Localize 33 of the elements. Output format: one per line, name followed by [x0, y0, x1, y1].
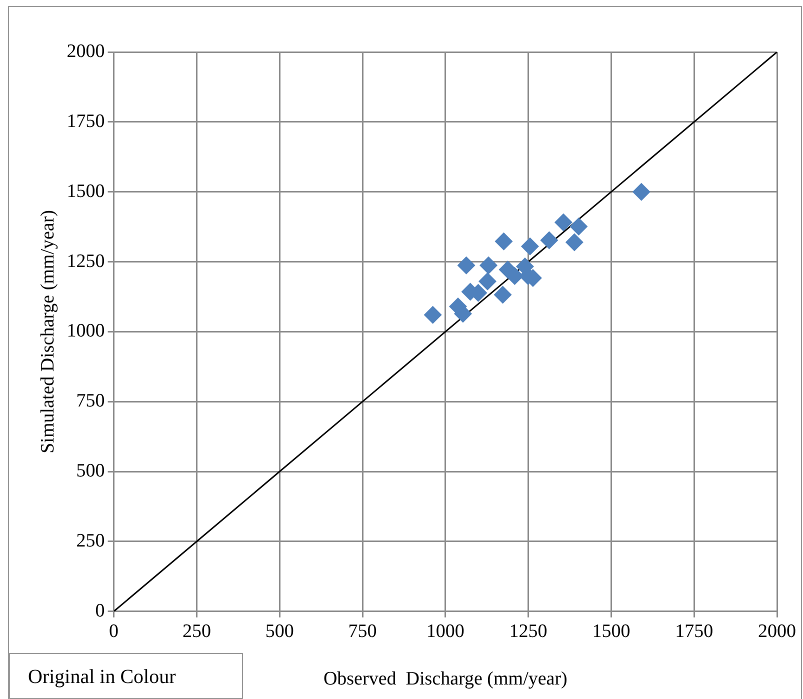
x-tick-label: 1000: [426, 620, 464, 642]
x-tick-label: 250: [182, 620, 211, 642]
y-tick-label: 500: [76, 460, 105, 482]
y-tick-label: 0: [95, 600, 105, 622]
point: [632, 182, 650, 201]
point: [554, 213, 572, 232]
point: [520, 237, 539, 256]
point: [480, 256, 498, 274]
point: [494, 286, 512, 304]
point: [540, 231, 558, 250]
x-tick-label: 1250: [509, 620, 548, 642]
x-tick-label: 2000: [758, 620, 796, 642]
y-tick-label: 1500: [66, 180, 105, 202]
y-tick-label: 1750: [66, 110, 105, 132]
text: Original in Colour: [9, 653, 243, 699]
x-tick-label: 1750: [675, 620, 714, 642]
y-tick-label: 250: [76, 530, 105, 552]
point: [494, 232, 513, 250]
x-tick-label: 500: [265, 620, 294, 642]
x-tick-label: 1500: [592, 620, 630, 642]
point: [565, 233, 584, 252]
point: [457, 256, 476, 274]
x-axis-title: Observed Discharge (mm/year): [323, 668, 568, 690]
point: [570, 218, 588, 236]
point: [424, 306, 442, 324]
x-tick-label: 750: [348, 620, 377, 642]
y-tick-label: 2000: [66, 40, 105, 62]
y-axis-title: Simulated Discharge (mm/year): [37, 210, 58, 454]
x-tick-label: 0: [109, 620, 119, 642]
point: [478, 272, 497, 290]
y-tick-label: 750: [76, 390, 105, 412]
y-tick-label: 1000: [66, 320, 105, 342]
y-tick-label: 1250: [66, 250, 105, 272]
